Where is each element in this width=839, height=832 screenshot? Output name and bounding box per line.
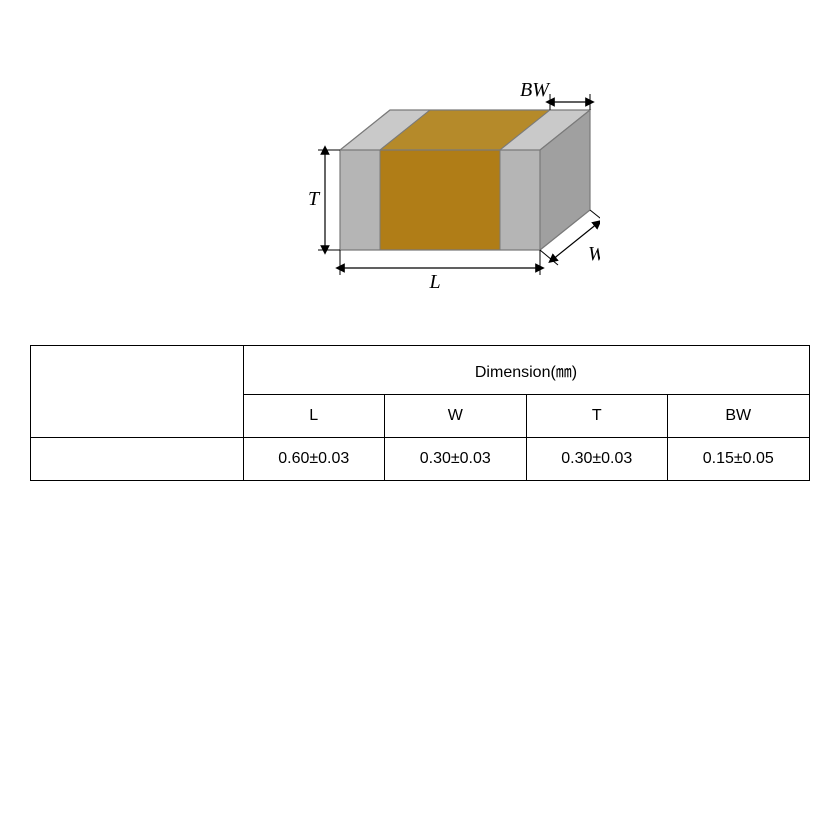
- table-val-bw: 0.15±0.05: [668, 438, 810, 481]
- table-row: 0.60±0.03 0.30±0.03 0.30±0.03 0.15±0.05: [30, 438, 809, 481]
- table-col-l: L: [243, 395, 385, 438]
- table-blank-cell: [30, 438, 243, 481]
- table-col-bw: BW: [668, 395, 810, 438]
- front-right-terminal: [500, 150, 540, 250]
- component-diagram: T L W BW: [240, 70, 600, 315]
- page: T L W BW Dimension(㎜): [0, 0, 839, 832]
- component-svg: T L W BW: [240, 70, 600, 310]
- table-row: Dimension(㎜): [30, 346, 809, 395]
- dim-label-w: W: [588, 243, 600, 265]
- table-val-t: 0.30±0.03: [526, 438, 668, 481]
- front-center-band: [380, 150, 500, 250]
- table-blank-header: [30, 346, 243, 438]
- table-val-l: 0.60±0.03: [243, 438, 385, 481]
- table-header-main: Dimension(㎜): [243, 346, 809, 395]
- table-col-t: T: [526, 395, 668, 438]
- dim-label-bw: BW: [520, 79, 551, 101]
- dimension-table: Dimension(㎜) L W T BW 0.60±0.03 0.30±0.0…: [30, 345, 810, 481]
- diagram-container: T L W BW: [0, 0, 839, 315]
- dim-label-l: L: [428, 271, 440, 293]
- table-val-w: 0.30±0.03: [385, 438, 527, 481]
- table-col-w: W: [385, 395, 527, 438]
- dim-label-t: T: [308, 188, 321, 210]
- front-left-terminal: [340, 150, 380, 250]
